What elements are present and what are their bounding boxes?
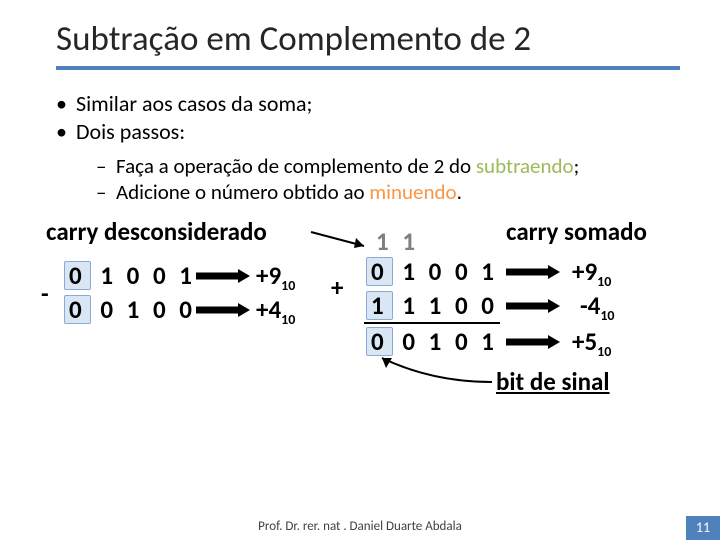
arrow-icon	[504, 296, 564, 316]
right-row1: 0 1 0 0 1	[366, 256, 498, 287]
left-dec2: +410	[256, 294, 295, 328]
bullet-1: Similar aos casos da soma;	[56, 90, 680, 118]
carry-bits: 1 1	[376, 226, 419, 257]
right-dec2: -410	[580, 290, 615, 324]
left-dec1: +910	[256, 260, 295, 294]
bullet-list: Similar aos casos da soma; Dois passos:	[56, 90, 680, 145]
footer-author: Prof. Dr. rer. nat . Daniel Duarte Abdal…	[0, 519, 720, 534]
arrow-icon	[504, 332, 564, 352]
leading-bit: 0	[64, 295, 91, 325]
arrow-icon	[504, 262, 564, 282]
sub-bullet-list: Faça a operação de complemento de 2 do s…	[96, 153, 680, 206]
leading-bit: 1	[366, 291, 393, 321]
label-bit-sinal: bit de sinal	[496, 366, 610, 397]
label-carry-desconsiderado: carry desconsiderado	[46, 216, 267, 247]
bullet-2: Dois passos:	[56, 118, 680, 146]
arrow-icon	[194, 300, 254, 320]
right-dec3: +510	[572, 326, 611, 360]
arrow-icon	[194, 266, 254, 286]
sub-bullet-1: Faça a operação de complemento de 2 do s…	[96, 153, 680, 179]
term-subtraendo: subtraendo	[476, 153, 574, 179]
arrow-icon	[306, 224, 376, 256]
right-row2: 1 1 1 0 0	[366, 290, 498, 321]
term-minuendo: minuendo	[369, 179, 456, 205]
leading-bit: 0	[366, 257, 393, 287]
left-row2: 0 0 1 0 0	[64, 294, 196, 325]
page-number: 11	[686, 516, 720, 540]
sum-rule	[364, 322, 500, 324]
left-row1: 0 1 0 0 1	[64, 260, 196, 291]
slide-title: Subtração em Complemento de 2	[0, 0, 720, 66]
minus-sign: -	[41, 278, 49, 309]
worked-example: carry desconsiderado carry somado - 0 1 …	[56, 216, 680, 446]
leading-bit: 0	[64, 261, 91, 291]
plus-sign: +	[331, 272, 343, 303]
label-carry-somado: carry somado	[506, 216, 647, 247]
right-dec1: +910	[572, 256, 611, 290]
content-area: Similar aos casos da soma; Dois passos: …	[0, 70, 720, 446]
sub-bullet-2: Adicione o número obtido ao minuendo.	[96, 179, 680, 205]
